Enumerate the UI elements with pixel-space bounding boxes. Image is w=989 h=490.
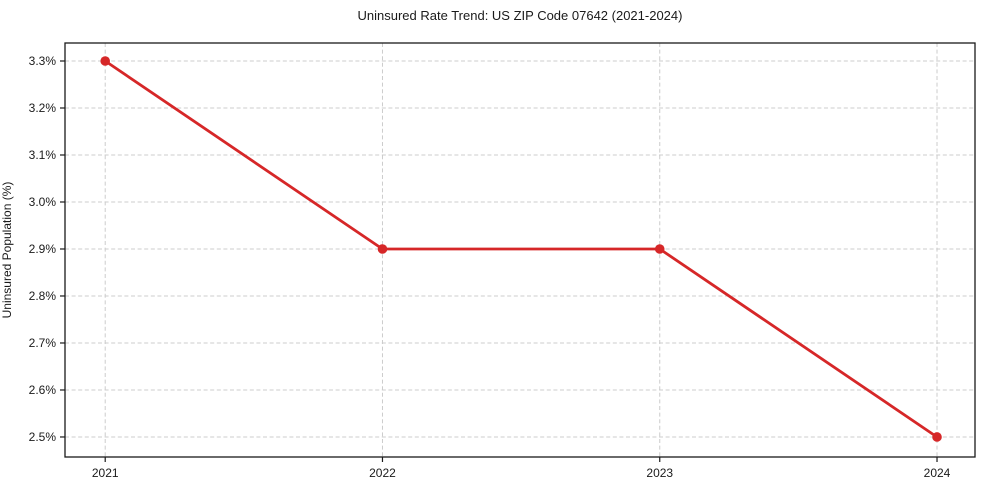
y-tick-label: 2.7% <box>29 336 57 350</box>
y-tick-label: 3.0% <box>29 195 57 209</box>
y-tick-label: 2.6% <box>29 383 57 397</box>
x-tick-label: 2024 <box>924 466 951 480</box>
series-layer <box>100 56 942 442</box>
plot-border <box>64 42 976 458</box>
axes-layer: 2.5% 2.6% 2.7% 2.8% 2.9% 3.0% 3.1% 3.2% 3.3% 2021… <box>29 42 976 480</box>
y-tick-label: 3.2% <box>29 101 57 115</box>
data-point-2021 <box>100 56 111 66</box>
y-tick-label: 2.9% <box>29 242 57 256</box>
x-tick-label: 2022 <box>369 466 396 480</box>
x-tick-label: 2023 <box>646 466 673 480</box>
y-tick-label: 3.3% <box>29 54 57 68</box>
data-point-2023 <box>654 244 665 254</box>
y-tick-label: 2.8% <box>29 289 57 303</box>
chart-title: Uninsured Rate Trend: US ZIP Code 07642 … <box>358 8 683 23</box>
data-point-2024 <box>932 432 942 442</box>
trend-line <box>103 59 939 439</box>
data-point-2022 <box>377 244 388 254</box>
y-axis-label: Uninsured Population (%) <box>0 182 14 319</box>
y-tick-label: 2.5% <box>29 430 57 444</box>
y-tick-label: 3.1% <box>29 148 57 162</box>
x-tick-label: 2021 <box>92 466 119 480</box>
